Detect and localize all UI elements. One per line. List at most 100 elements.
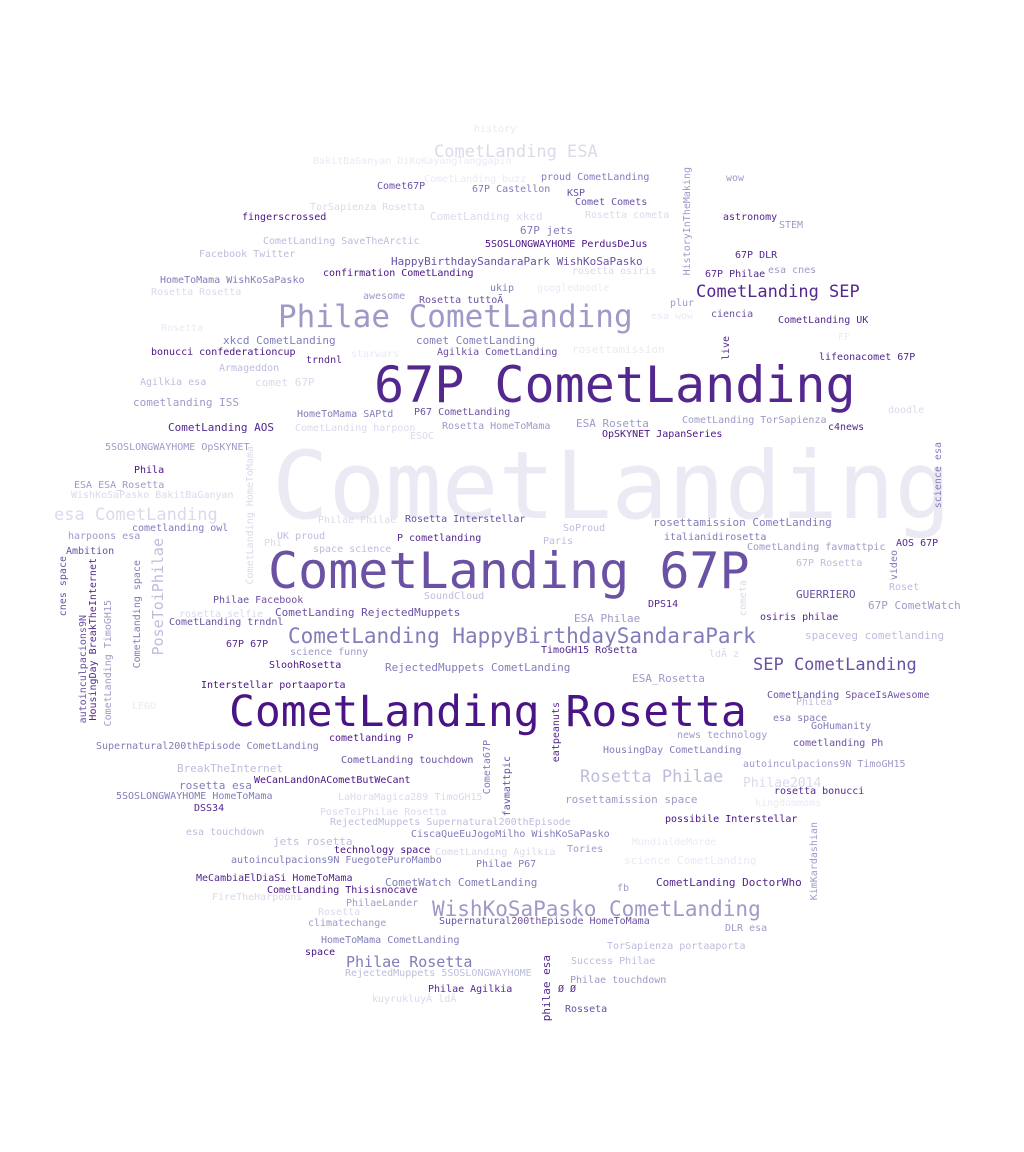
word: xkcd CometLanding [223, 334, 336, 347]
word: BreakTheInternet [177, 762, 283, 775]
word: MundialdeMorde [632, 837, 717, 848]
word: rosetta osiris [572, 266, 657, 277]
word: Rosetta HomeToMama [442, 421, 551, 432]
word: CometLanding buzz [424, 174, 527, 185]
word: ciencia [711, 309, 754, 320]
word: comet 67P [255, 376, 315, 389]
word: c4news [828, 422, 865, 433]
word: Phila [134, 465, 165, 476]
word: AOS 67P [896, 538, 939, 549]
word: Rosetta Philae [580, 767, 724, 787]
word: CometLanding SaveTheArctic [263, 236, 420, 247]
word: kingdommoms [755, 798, 822, 809]
word: CometLanding SEP [696, 282, 860, 302]
word: CiscaQueEuJogoMilho WishKoSaPasko [411, 829, 610, 840]
word: rosetta bonucci [774, 786, 865, 797]
word: Rosetta Rosetta [151, 287, 242, 298]
word: favmattpic [502, 756, 513, 817]
word: PhilaeLander [346, 898, 419, 909]
word: STEM [779, 220, 804, 231]
word: Paris [543, 536, 574, 547]
word: science CometLanding [624, 854, 757, 867]
word: fingerscrossed [242, 212, 327, 223]
word: 67P CometLanding [374, 356, 856, 414]
word: Comet67P [377, 181, 426, 192]
word: CometLanding favmattpic [747, 542, 886, 553]
word: Agilkia esa [140, 377, 207, 388]
word: Supernatural200thEpisode CometLanding [96, 741, 319, 752]
word: jets rosetta [273, 835, 353, 848]
word: PoseToiPhilae [149, 538, 167, 656]
word: SoundCloud [424, 591, 485, 602]
word: WeCanLandOnACometButWeCant [254, 775, 411, 786]
word: Philae Agilkia [428, 984, 513, 995]
word: RejectedMuppets Supernatural200thEpisode [330, 817, 571, 828]
word: Success Philae [571, 956, 656, 967]
word: CometWatch CometLanding [385, 876, 538, 889]
word: live [721, 336, 732, 361]
word: 67P CometWatch [868, 599, 961, 612]
word: CometLanding Rosetta [229, 687, 747, 737]
word: possibile Interstellar [665, 814, 798, 825]
word: rosetta selfie [179, 609, 264, 620]
word: FireTheHarpoons [212, 892, 303, 903]
word: HousingDay BreakTheInternet [88, 558, 99, 721]
word: PoseToiPhilae Rosetta [320, 807, 447, 818]
word: CometLanding Agilkia [435, 847, 556, 858]
word: 67P 67P [226, 639, 269, 650]
word: trndnl [306, 355, 343, 366]
word: Armageddon [219, 363, 280, 374]
word: KSP [567, 188, 586, 199]
word: starwars [351, 349, 400, 360]
word: DSS34 [194, 803, 225, 814]
word: CometLanding xkcd [430, 210, 543, 223]
word: HousingDay CometLanding [603, 745, 742, 756]
word: autoinculpacions9N FuegotePuroMambo [231, 855, 442, 866]
word: space [305, 947, 336, 958]
word: ldÃ z [709, 649, 740, 660]
word: cometlanding ISS [133, 396, 239, 409]
word: LaHoraMagica289 TimoGH15 [338, 792, 483, 803]
word: CometLanding SpaceIsAwesome [767, 690, 930, 701]
word: FF [838, 332, 851, 343]
word: 67P DLR [735, 250, 778, 261]
word: HomeToMama CometLanding [321, 935, 460, 946]
word: italianidirosetta [664, 532, 767, 543]
word: science funny [290, 647, 369, 658]
word: fb [617, 883, 630, 894]
word: Philae P67 [476, 859, 537, 870]
word: Interstellar portaaporta [201, 680, 346, 691]
word: Philea [796, 697, 833, 708]
word: science esa [933, 442, 944, 509]
word: autoinculpacions9N [78, 615, 89, 724]
word: CometLanding space [132, 560, 143, 669]
word: 67P Castellon [472, 184, 551, 195]
word: CometLanding TimoGH15 [103, 600, 114, 727]
word: CometLanding [272, 432, 952, 541]
word: Agilkia CometLanding [437, 347, 558, 358]
word: CometLanding RejectedMuppets [275, 606, 461, 619]
word: CometLanding Thisisnocave [267, 885, 418, 896]
word: DLR esa [725, 923, 768, 934]
word: HomeToMama SAPtd [297, 409, 394, 420]
word: Cometa67P [482, 740, 493, 795]
word: Philae2014 [743, 776, 822, 791]
word: CometLanding TorSapienza [682, 415, 827, 426]
word: UK proud [277, 531, 326, 542]
word: Tories [567, 844, 604, 855]
word: cometlanding P [329, 733, 414, 744]
word: cometlanding owl [132, 523, 229, 534]
word: Rosetta [318, 907, 361, 918]
word: CometLanding AOS [168, 421, 274, 434]
word: autoinculpacions9N TimoGH15 [743, 759, 906, 770]
word: history [474, 124, 517, 135]
word: Roset [889, 582, 920, 593]
word: ukip [490, 283, 515, 294]
word: CometLanding ESA [434, 142, 598, 162]
word: eatpeanuts [551, 702, 562, 763]
word: ESOC [410, 431, 435, 442]
word: Philae Rosetta [346, 953, 473, 971]
word: KimKardashian [809, 822, 820, 901]
word: HomeToMama WishKoSaPasko [160, 275, 305, 286]
word: kuyrukluyÃ ldÃ [372, 994, 457, 1005]
